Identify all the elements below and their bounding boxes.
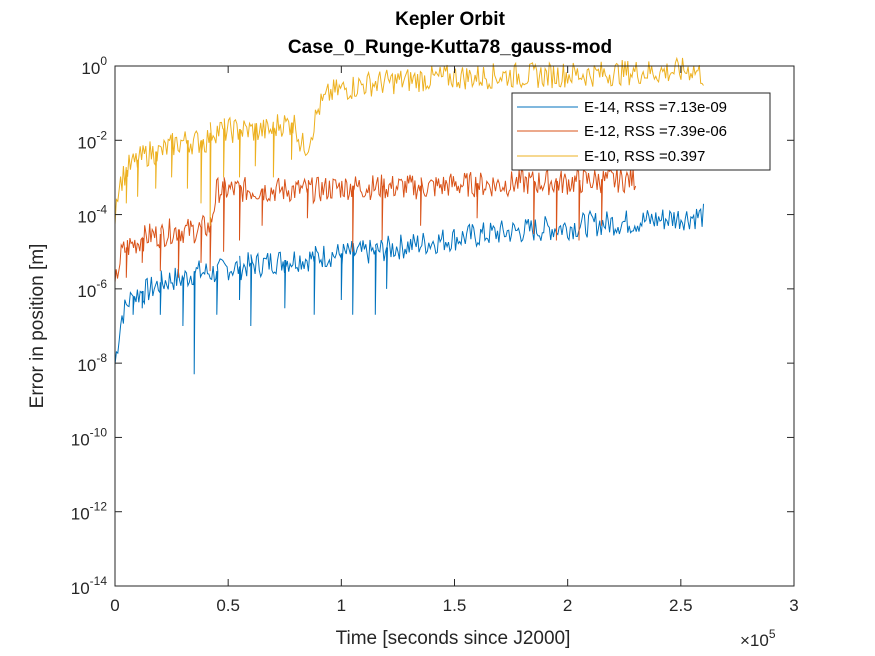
y-tick-exponent: 0: [100, 54, 107, 68]
x-axis-label: Time [seconds since J2000]: [336, 628, 571, 649]
chart-title: Kepler Orbit: [395, 9, 505, 30]
y-tick-base: 10: [71, 579, 90, 598]
y-tick-label: 10-6: [77, 277, 107, 301]
series-line-1: [114, 167, 637, 283]
series-layer: [114, 56, 704, 375]
legend: E-14, RSS =7.13e-09 E-12, RSS =7.39e-06 …: [511, 92, 771, 171]
axes-layer: 0 0.5 1 1.5 2 2.5 310010-210-410-610-810-1010-…: [71, 54, 799, 615]
x-axis-multiplier: ×105: [740, 627, 776, 650]
y-tick-label: 10-2: [77, 128, 107, 152]
x-tick-label: 1.5: [443, 596, 467, 615]
x-multiplier-exponent: 5: [769, 627, 776, 641]
y-tick-base: 10: [81, 59, 100, 78]
x-tick-label: 2: [563, 596, 572, 615]
y-tick-base: 10: [77, 133, 96, 152]
y-tick-exponent: -10: [90, 425, 108, 439]
y-tick-label: 10-14: [71, 574, 108, 598]
y-tick-label: 10-4: [77, 203, 107, 227]
series-line-0: [114, 203, 704, 375]
y-tick-label: 100: [81, 54, 107, 78]
chart-subtitle: Case_0_Runge-Kutta78_gauss-mod: [288, 37, 612, 58]
y-tick-label: 10-10: [71, 425, 108, 449]
x-tick-label: 0: [110, 596, 119, 615]
y-tick-label: 10-12: [71, 500, 108, 524]
legend-entry-e12: E-12, RSS =7.39e-06: [584, 123, 727, 140]
y-tick-label: 10-8: [77, 351, 107, 375]
y-tick-exponent: -4: [96, 203, 107, 217]
x-tick-label: 1: [337, 596, 346, 615]
x-tick-label: 3: [789, 596, 798, 615]
y-tick-base: 10: [71, 505, 90, 524]
y-axis-label: Error in position [m]: [27, 244, 48, 409]
y-tick-exponent: -2: [96, 128, 107, 142]
series-line-2: [114, 56, 704, 226]
legend-entry-e14: E-14, RSS =7.13e-09: [584, 99, 727, 116]
x-tick-label: 2.5: [669, 596, 693, 615]
y-tick-exponent: -6: [96, 277, 107, 291]
y-tick-exponent: -14: [90, 574, 108, 588]
y-tick-base: 10: [77, 208, 96, 227]
x-tick-label: 0.5: [216, 596, 240, 615]
y-tick-base: 10: [71, 430, 90, 449]
x-multiplier-base: ×10: [740, 631, 769, 650]
y-tick-exponent: -12: [90, 500, 108, 514]
y-tick-base: 10: [77, 282, 96, 301]
y-tick-base: 10: [77, 356, 96, 375]
y-tick-exponent: -8: [96, 351, 107, 365]
legend-entry-e10: E-10, RSS =0.397: [584, 148, 705, 165]
